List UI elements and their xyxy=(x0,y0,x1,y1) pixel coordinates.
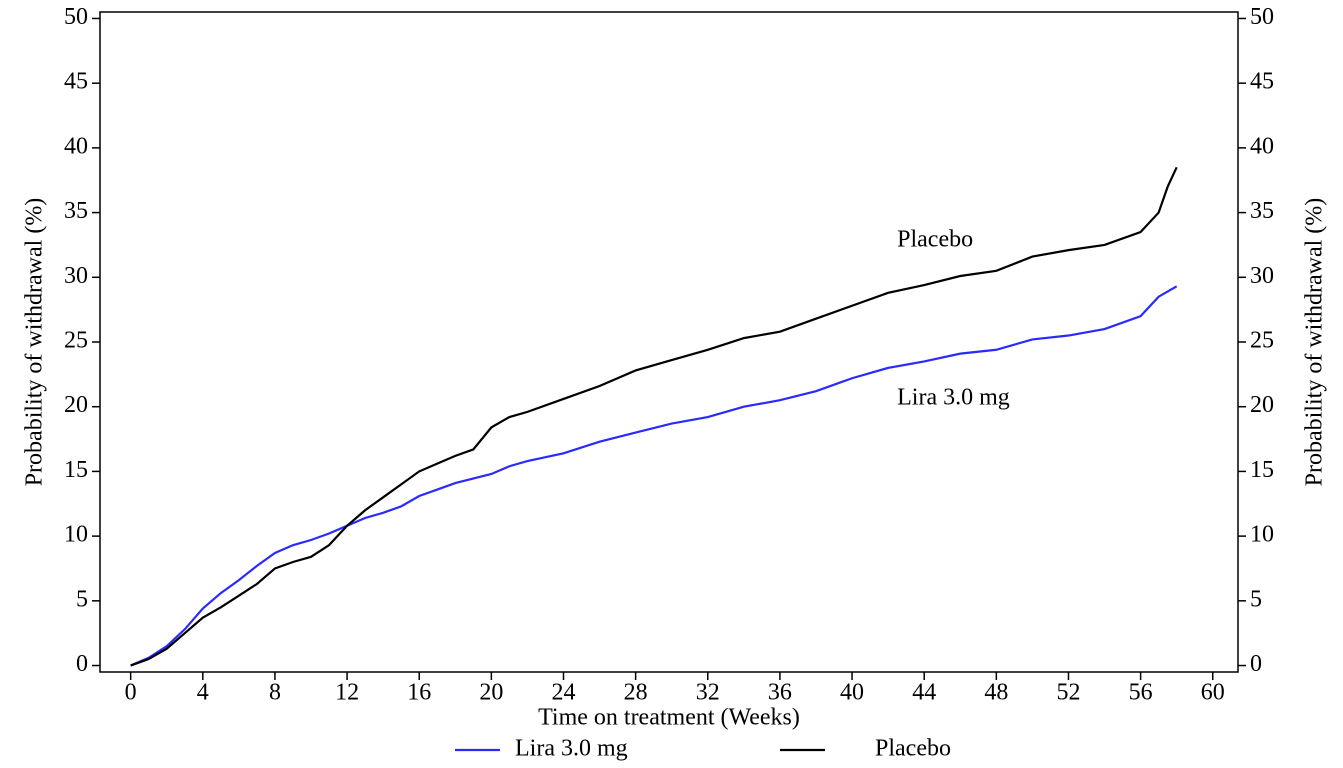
y2-tick-label: 30 xyxy=(1250,263,1274,289)
x-tick-label: 48 xyxy=(984,680,1008,706)
y2-tick-label: 35 xyxy=(1250,198,1274,224)
x-axis-label: Time on treatment (Weeks) xyxy=(538,705,800,731)
y-axis-label: Probability of withdrawal (%) xyxy=(22,198,48,487)
x-tick-label: 44 xyxy=(912,680,936,706)
y2-tick-label: 0 xyxy=(1250,651,1262,677)
y2-tick-label: 45 xyxy=(1250,69,1274,95)
y-tick-label: 20 xyxy=(64,392,88,418)
y-tick-label: 35 xyxy=(64,198,88,224)
x-tick-label: 0 xyxy=(125,680,137,706)
y2-tick-label: 5 xyxy=(1250,586,1262,612)
x-tick-label: 16 xyxy=(407,680,431,706)
y2-tick-label: 15 xyxy=(1250,457,1274,483)
y-tick-label: 0 xyxy=(76,651,88,677)
x-tick-label: 8 xyxy=(269,680,281,706)
legend-label: Lira 3.0 mg xyxy=(515,736,628,762)
x-tick-label: 32 xyxy=(696,680,720,706)
x-tick-label: 60 xyxy=(1201,680,1225,706)
y-tick-label: 50 xyxy=(64,4,88,30)
y2-axis-label: Probability of withdrawal (%) xyxy=(1302,198,1328,487)
y2-tick-label: 20 xyxy=(1250,392,1274,418)
x-tick-label: 36 xyxy=(768,680,792,706)
y-tick-label: 45 xyxy=(64,69,88,95)
y-tick-label: 30 xyxy=(64,263,88,289)
y-tick-label: 5 xyxy=(76,586,88,612)
annotation: Placebo xyxy=(897,227,973,253)
y-tick-label: 15 xyxy=(64,457,88,483)
y2-tick-label: 25 xyxy=(1250,328,1274,354)
legend-label: Placebo xyxy=(875,736,951,762)
x-tick-label: 40 xyxy=(840,680,864,706)
y2-tick-label: 10 xyxy=(1250,522,1274,548)
series-line xyxy=(130,285,1178,667)
x-tick-label: 28 xyxy=(624,680,648,706)
x-tick-label: 24 xyxy=(551,680,575,706)
y-tick-label: 40 xyxy=(64,133,88,159)
x-tick-label: 52 xyxy=(1056,680,1080,706)
x-tick-label: 20 xyxy=(479,680,503,706)
y2-tick-label: 50 xyxy=(1250,4,1274,30)
series-line xyxy=(130,166,1178,667)
y-tick-label: 25 xyxy=(64,328,88,354)
y-tick-label: 10 xyxy=(64,522,88,548)
y2-tick-label: 40 xyxy=(1250,133,1274,159)
x-tick-label: 4 xyxy=(197,680,209,706)
annotation: Lira 3.0 mg xyxy=(897,384,1010,410)
x-tick-label: 12 xyxy=(335,680,359,706)
x-tick-label: 56 xyxy=(1129,680,1153,706)
